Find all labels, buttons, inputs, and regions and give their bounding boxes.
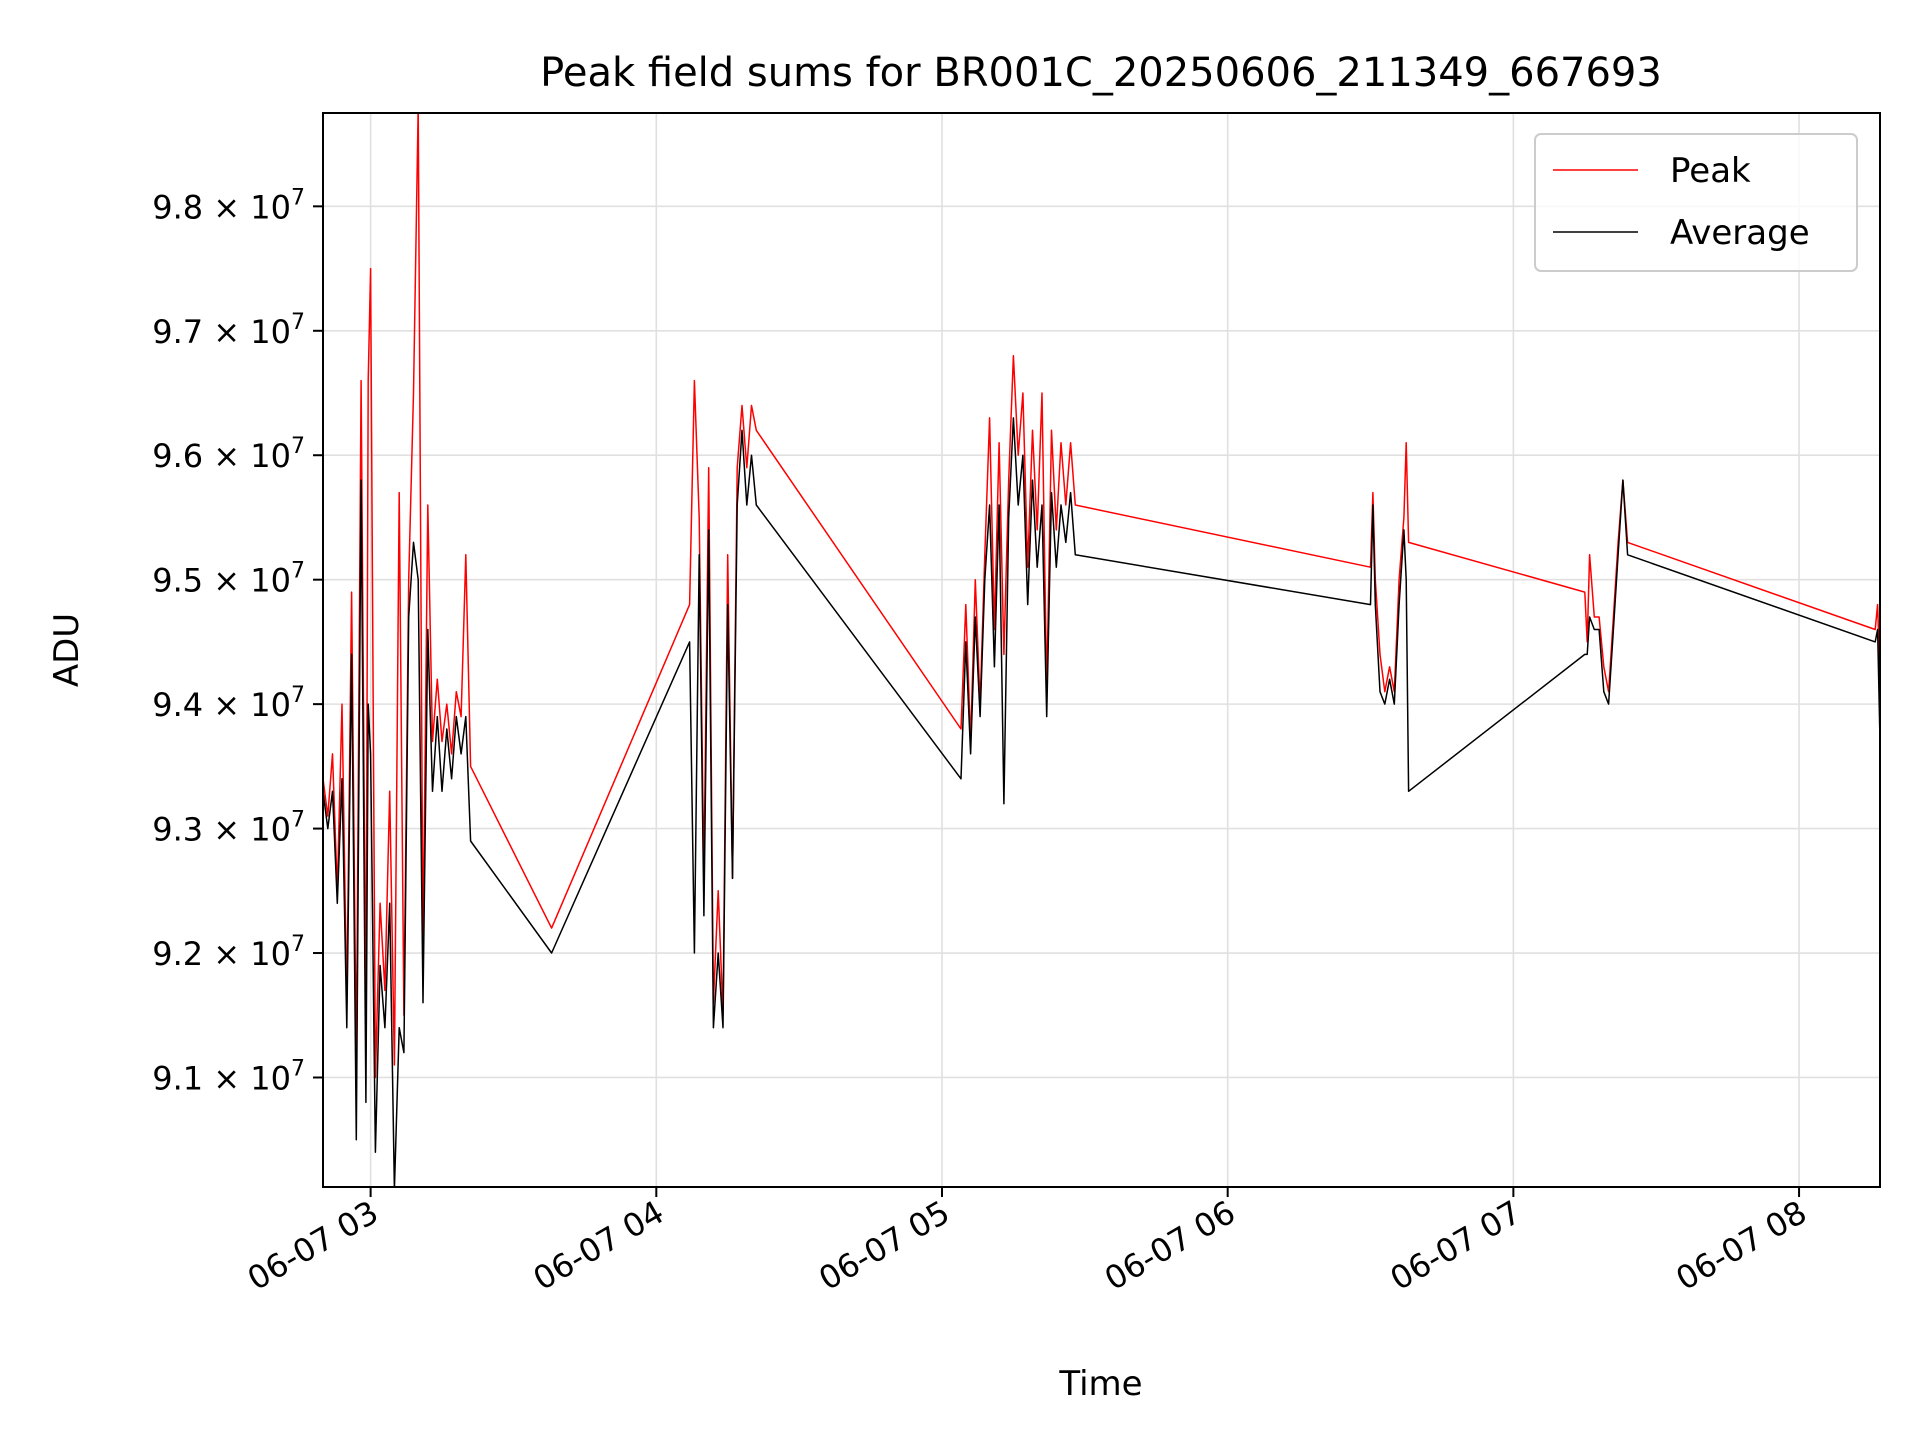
y-tick-times: × 10 — [203, 686, 291, 724]
y-tick-times: × 10 — [203, 935, 291, 973]
y-tick-label: 9.1 × 107 — [152, 1056, 305, 1097]
y-tick-times: × 10 — [203, 1059, 291, 1097]
y-tick-label: 9.6 × 107 — [152, 434, 305, 475]
x-axis-label: Time — [1058, 1364, 1142, 1404]
y-tick-exponent: 7 — [291, 932, 305, 957]
y-tick-times: × 10 — [203, 313, 291, 351]
legend-peak-label: Peak — [1670, 151, 1751, 191]
y-tick-mantissa: 9.1 — [152, 1059, 203, 1097]
series-layer — [323, 113, 1880, 1187]
y-tick-exponent: 7 — [291, 185, 305, 210]
chart-title: Peak field sums for BR001C_20250606_2113… — [540, 50, 1662, 96]
y-tick-exponent: 7 — [291, 1056, 305, 1081]
y-tick-mantissa: 9.2 — [152, 935, 203, 973]
y-tick-times: × 10 — [203, 562, 291, 600]
y-tick-mantissa: 9.3 — [152, 811, 203, 849]
y-tick-label: 9.3 × 107 — [152, 808, 305, 849]
y-tick-times: × 10 — [203, 437, 291, 475]
legend-box — [1534, 133, 1858, 272]
y-tick-mantissa: 9.6 — [152, 437, 203, 475]
y-tick-times: × 10 — [203, 188, 291, 226]
series-line-peak — [323, 113, 1880, 1079]
y-tick-mantissa: 9.4 — [152, 686, 203, 724]
y-tick-mantissa: 9.8 — [152, 188, 203, 226]
y-tick-exponent: 7 — [291, 310, 305, 335]
y-tick-exponent: 7 — [291, 808, 305, 833]
legend: Peak Average — [1534, 133, 1858, 272]
grid — [323, 113, 1880, 1187]
y-tick-exponent: 7 — [291, 683, 305, 708]
y-tick-label: 9.8 × 107 — [152, 185, 305, 226]
y-tick-mantissa: 9.7 — [152, 313, 203, 351]
y-tick-exponent: 7 — [291, 434, 305, 459]
y-axis-label: ADU — [47, 613, 87, 687]
y-tick-label: 9.2 × 107 — [152, 932, 305, 973]
y-tick-label: 9.4 × 107 — [152, 683, 305, 724]
y-tick-mantissa: 9.5 — [152, 562, 203, 600]
y-tick-label: 9.5 × 107 — [152, 559, 305, 600]
plot-frame — [322, 112, 1881, 1188]
y-tick-exponent: 7 — [291, 559, 305, 584]
y-tick-label: 9.7 × 107 — [152, 310, 305, 351]
series-line-average — [323, 417, 1880, 1187]
legend-average-label: Average — [1670, 213, 1810, 253]
y-tick-times: × 10 — [203, 811, 291, 849]
